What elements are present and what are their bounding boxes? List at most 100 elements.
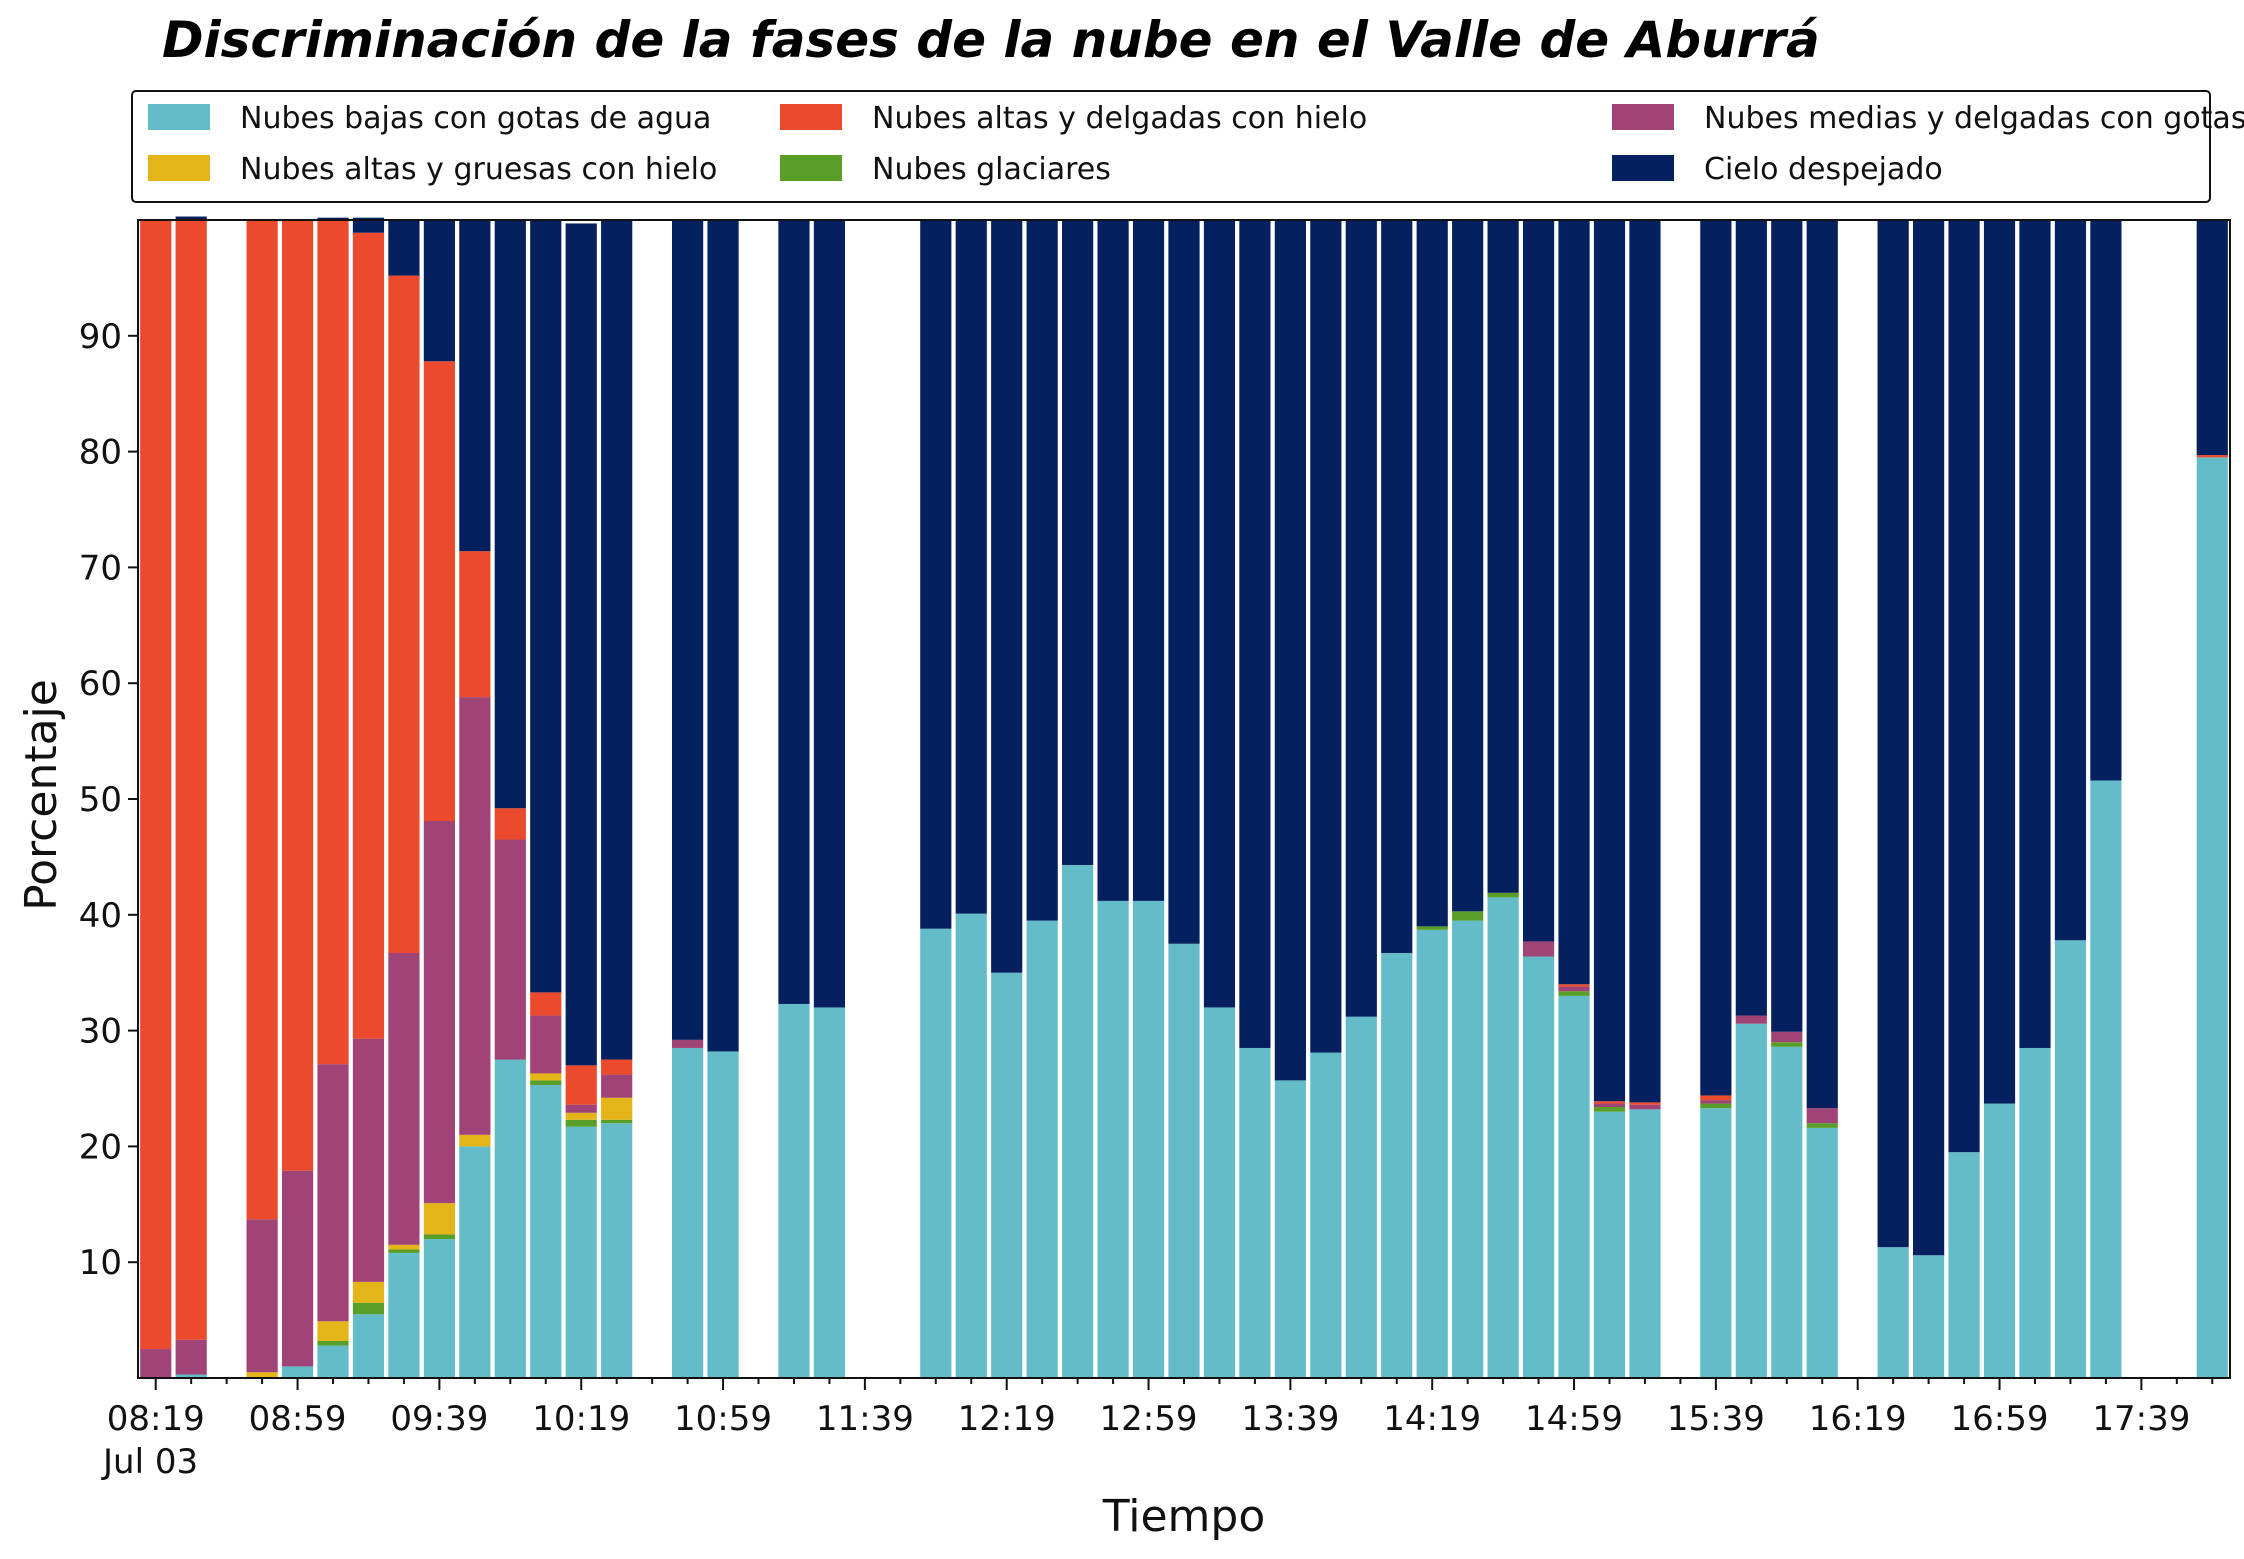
x-tick-label: 17:39 <box>2092 1399 2190 1439</box>
bar-segment-1019-s5 <box>565 223 597 1066</box>
bar-segment-1509-s0 <box>1593 1111 1626 1378</box>
bar-segment-1009-s0 <box>530 1085 562 1378</box>
bar-segment-1729-s5 <box>2090 220 2122 781</box>
bar-segment-1629-s5 <box>1877 220 1909 1248</box>
bar-segment-1709-s0 <box>2019 1047 2051 1378</box>
bar-segment-0909-s5 <box>317 217 349 220</box>
bar-segment-1049-s0 <box>671 1047 704 1378</box>
bar-segment-0859-s3 <box>281 1170 314 1367</box>
x-tick-label: 14:19 <box>1383 1399 1481 1439</box>
bar-segment-0919-s1 <box>352 1302 385 1315</box>
bar-segment-1559-s3 <box>1771 1031 1803 1043</box>
bar-segment-1009-s3 <box>530 1015 562 1074</box>
bar-segment-1539-s3 <box>1700 1100 1732 1104</box>
bar-segment-1019-s4 <box>565 1065 597 1105</box>
bar-segment-0819-s3 <box>140 1349 172 1378</box>
bar-segment-1659-s5 <box>1983 220 2016 1104</box>
bar-segment-1249-s0 <box>1097 900 1129 1378</box>
bar-segment-1339-s5 <box>1274 220 1306 1081</box>
bar-segment-1359-s0 <box>1345 1016 1377 1378</box>
bar-segment-1409-s0 <box>1381 953 1413 1378</box>
bar-segment-0939-s2 <box>423 1203 455 1235</box>
y-tick-label: 20 <box>79 1127 122 1167</box>
bar-segment-1559-s1 <box>1771 1042 1803 1047</box>
legend-swatch <box>1612 104 1674 130</box>
bar-segment-1029-s5 <box>601 220 633 1060</box>
x-tick-label: 16:19 <box>1809 1399 1907 1439</box>
bar-segment-1519-s5 <box>1629 220 1661 1103</box>
bar-segment-1719-s5 <box>2054 220 2087 941</box>
bar-segment-1429-s5 <box>1452 220 1484 912</box>
legend-label: Nubes bajas con gotas de agua <box>240 101 711 136</box>
bar-segment-1319-s5 <box>1203 220 1236 1008</box>
bar-segment-1049-s5 <box>671 220 704 1040</box>
bar-segment-1639-s5 <box>1913 220 1945 1256</box>
bar-segment-1059-s5 <box>707 220 739 1052</box>
bar-segment-0909-s4 <box>317 220 349 1065</box>
bar-segment-1439-s1 <box>1487 892 1519 898</box>
y-axis-label: Porcentaje <box>16 679 67 911</box>
bar-segment-1719-s0 <box>2054 940 2087 1378</box>
y-tick-label: 40 <box>79 896 122 936</box>
legend-label: Nubes medias y delgadas con gotas de agu… <box>1704 101 2244 136</box>
bar-segment-0919-s0 <box>352 1314 385 1378</box>
x-tick-label: 14:59 <box>1525 1399 1623 1439</box>
legend-swatch <box>1612 155 1674 181</box>
bar-segment-1459-s4 <box>1558 984 1590 987</box>
bar-segment-1209-s0 <box>955 913 987 1378</box>
bar-segment-1229-s0 <box>1026 920 1058 1378</box>
bar-segment-1259-s0 <box>1132 900 1165 1378</box>
x-tick-label: 12:19 <box>958 1399 1056 1439</box>
bar-segment-1539-s4 <box>1700 1095 1732 1101</box>
bar-segment-0909-s0 <box>317 1345 349 1378</box>
bar-segment-1609-s0 <box>1806 1127 1838 1378</box>
bar-segment-1129-s0 <box>813 1007 846 1378</box>
bar-segment-1009-s4 <box>530 992 562 1016</box>
x-tick-label: 13:39 <box>1241 1399 1339 1439</box>
bar-segment-0929-s3 <box>388 953 420 1245</box>
bar-segment-1239-s5 <box>1062 220 1094 866</box>
bar-segment-1609-s1 <box>1806 1123 1838 1128</box>
legend-frame <box>131 90 2211 203</box>
bar-segment-1019-s1 <box>565 1119 597 1127</box>
x-tick-label: 08:19 <box>107 1399 205 1439</box>
bar-segment-1559-s5 <box>1771 220 1803 1032</box>
x-tick-label: 16:59 <box>1951 1399 2049 1439</box>
bar-segment-0929-s5 <box>388 220 420 276</box>
bar-segment-0959-s5 <box>494 220 526 809</box>
bar-segment-1539-s0 <box>1700 1108 1732 1378</box>
bar-segment-1759-s5 <box>2196 220 2228 456</box>
bar-segment-1509-s1 <box>1593 1107 1626 1112</box>
bar-segment-1029-s3 <box>601 1074 633 1098</box>
bar-segment-1029-s1 <box>601 1119 633 1124</box>
bar-segment-1129-s5 <box>813 220 846 1008</box>
bar-segment-0949-s5 <box>459 220 491 552</box>
bar-segment-1519-s3 <box>1629 1104 1661 1110</box>
legend-swatch <box>780 155 842 181</box>
bar-segment-0919-s2 <box>352 1281 385 1303</box>
bar-segment-1759-s4 <box>2196 455 2228 458</box>
legend-swatch <box>148 104 210 130</box>
bar-segment-0929-s0 <box>388 1252 420 1378</box>
bar-segment-1519-s0 <box>1629 1109 1661 1378</box>
bar-segment-1439-s0 <box>1487 897 1519 1378</box>
bar-segment-1349-s5 <box>1310 220 1342 1053</box>
x-tick-label: 15:39 <box>1667 1399 1765 1439</box>
x-axis-label: Tiempo <box>1102 1491 1266 1542</box>
bar-segment-1329-s5 <box>1239 220 1271 1048</box>
bar-segment-1419-s1 <box>1416 926 1448 930</box>
bar-segment-1629-s0 <box>1877 1247 1909 1378</box>
bar-segment-1559-s0 <box>1771 1046 1803 1378</box>
y-tick-label: 90 <box>79 317 122 357</box>
bar-segment-0959-s3 <box>494 839 526 1060</box>
legend: Nubes bajas con gotas de agua Nubes altas… <box>131 90 2244 203</box>
legend-label: Nubes altas y delgadas con hielo <box>872 101 1367 136</box>
legend-label: Nubes altas y gruesas con hielo <box>240 152 717 187</box>
bar-segment-1539-s1 <box>1700 1103 1732 1109</box>
bar-segment-1019-s2 <box>565 1112 597 1120</box>
legend-swatch <box>148 155 210 181</box>
bar-segment-1659-s0 <box>1983 1103 2016 1378</box>
x-tick-label: 09:39 <box>390 1399 488 1439</box>
y-tick-label: 30 <box>79 1012 122 1052</box>
x-tick-label: 10:19 <box>532 1399 630 1439</box>
